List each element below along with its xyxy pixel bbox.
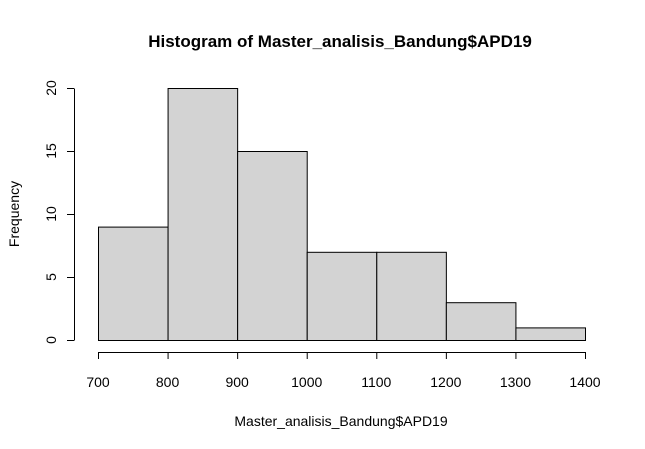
- histogram-bar: [376, 251, 447, 341]
- y-tick-label: 20: [43, 80, 59, 96]
- x-tick-label: 1000: [291, 374, 322, 390]
- histogram-bar: [98, 226, 169, 342]
- y-tick-label: 10: [43, 206, 59, 222]
- y-tick-label: 0: [43, 336, 59, 344]
- histogram-bar: [515, 327, 587, 341]
- x-tick-label: 1300: [500, 374, 531, 390]
- bars-group: [98, 88, 587, 342]
- chart-title: Histogram of Master_analisis_Bandung$APD…: [148, 32, 532, 51]
- x-tick-label: 1400: [569, 374, 600, 390]
- y-tick-label: 15: [43, 143, 59, 159]
- x-tick-label: 1100: [361, 374, 391, 390]
- x-tick-label: 700: [86, 374, 110, 390]
- x-axis: 700 800 900 1000 1100 1200 1300 1400: [86, 352, 601, 390]
- x-tick-label: 800: [156, 374, 180, 390]
- x-axis-label: Master_analisis_Bandung$APD19: [234, 413, 447, 429]
- x-tick-label: 1200: [430, 374, 461, 390]
- y-axis: 0 5 10 15 20: [43, 80, 75, 344]
- histogram-bar: [167, 88, 239, 341]
- histogram-bar: [445, 302, 517, 342]
- y-tick-label: 5: [43, 273, 59, 281]
- y-axis-label: Frequency: [6, 181, 22, 247]
- histogram-bar: [237, 151, 308, 341]
- histogram-bar: [306, 251, 378, 341]
- x-tick-label: 900: [225, 374, 249, 390]
